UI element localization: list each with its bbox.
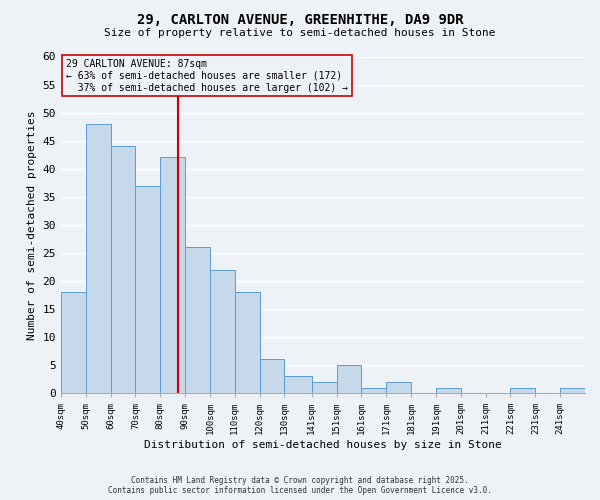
Bar (284, 376, 312, 393)
X-axis label: Distribution of semi-detached houses by size in Stone: Distribution of semi-detached houses by … (144, 440, 502, 450)
Y-axis label: Number of semi-detached properties: Number of semi-detached properties (27, 110, 37, 340)
Bar (260, 360, 284, 393)
Bar (61, 292, 86, 393)
Bar (86, 124, 110, 393)
Text: Size of property relative to semi-detached houses in Stone: Size of property relative to semi-detach… (104, 28, 496, 38)
Bar (337, 365, 361, 393)
Bar (312, 382, 337, 393)
Text: 29, CARLTON AVENUE, GREENHITHE, DA9 9DR: 29, CARLTON AVENUE, GREENHITHE, DA9 9DR (137, 12, 463, 26)
Bar (235, 292, 260, 393)
Bar (136, 186, 160, 393)
Bar (511, 388, 535, 393)
Bar (110, 146, 136, 393)
Bar (560, 388, 585, 393)
Bar (361, 388, 386, 393)
Text: 29 CARLTON AVENUE: 87sqm
← 63% of semi-detached houses are smaller (172)
  37% o: 29 CARLTON AVENUE: 87sqm ← 63% of semi-d… (66, 60, 348, 92)
Bar (386, 382, 411, 393)
Bar (436, 388, 461, 393)
Bar (210, 270, 235, 393)
Bar (185, 248, 210, 393)
Text: Contains HM Land Registry data © Crown copyright and database right 2025.
Contai: Contains HM Land Registry data © Crown c… (108, 476, 492, 495)
Bar (160, 158, 185, 393)
